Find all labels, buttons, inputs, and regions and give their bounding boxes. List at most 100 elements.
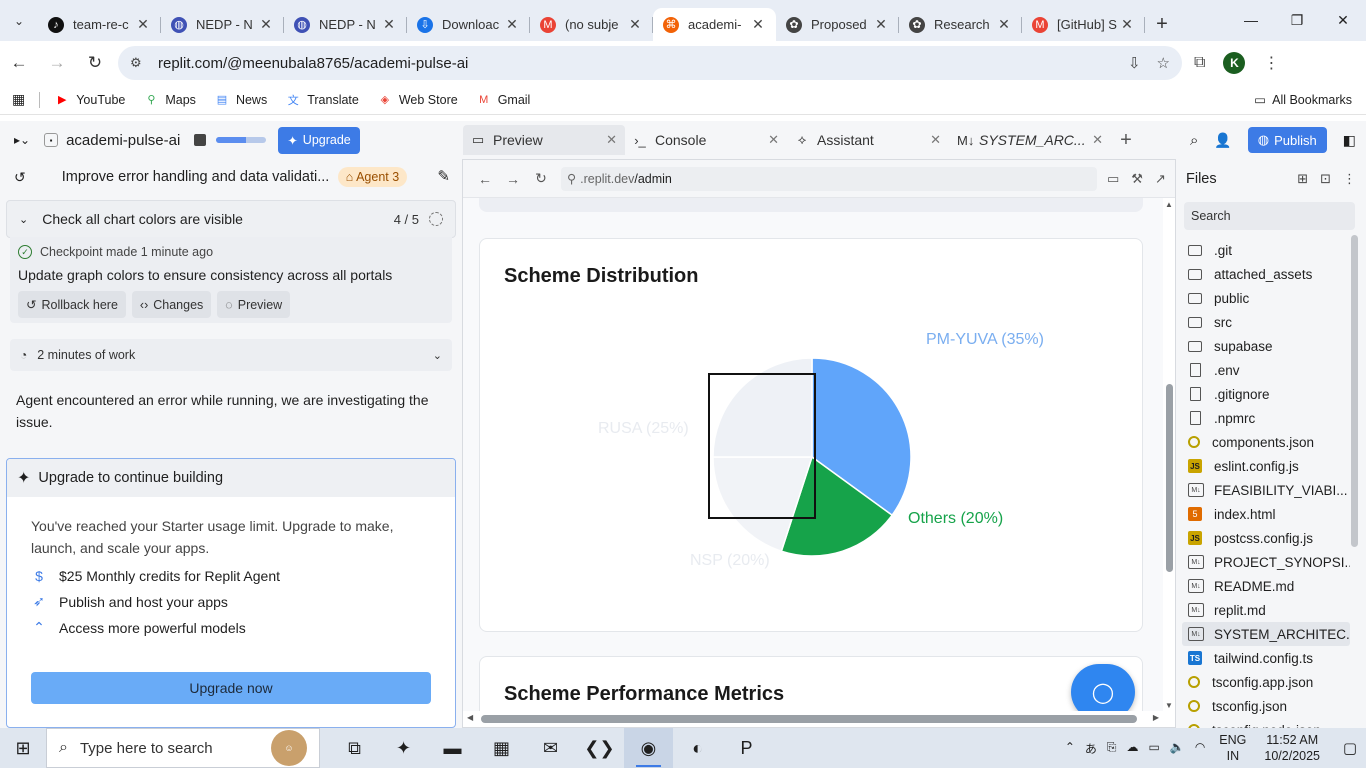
edge-icon[interactable]: ◐ (673, 728, 722, 768)
tab-preview[interactable]: ▭ Preview ✕ (463, 125, 625, 155)
close-tab-icon[interactable]: ✕ (137, 16, 149, 32)
chevron-up-icon[interactable]: ⌃ (1064, 739, 1075, 754)
browser-tab[interactable]: ♪ team-re-c ✕ (38, 8, 161, 41)
changes-button[interactable]: ‹› Changes (131, 291, 212, 318)
browser-menu-icon[interactable]: ⋮ (1263, 55, 1280, 72)
close-tab-icon[interactable]: ✕ (506, 16, 518, 32)
browser-tab[interactable]: ⇩ Downloac ✕ (407, 8, 530, 41)
bookmark-web-store[interactable]: ◈ Web Store (377, 93, 458, 107)
history-icon[interactable]: ↺ (14, 168, 26, 185)
vertical-scroll-thumb[interactable] (1166, 384, 1173, 572)
pie-slice[interactable] (811, 357, 912, 517)
files-menu-icon[interactable]: ⋮ (1343, 171, 1356, 186)
tab-assistant[interactable]: ⟡ Assistant ✕ (787, 125, 949, 155)
battery-icon[interactable]: ▭ (1148, 739, 1160, 754)
file-tree-item[interactable]: M↓ README.md (1182, 574, 1350, 598)
task-view-icon[interactable]: ⧉ (330, 728, 379, 768)
browser-tab[interactable]: ⌘ academi- ✕ (653, 8, 776, 41)
devtools-wrench-icon[interactable]: ⚒ (1131, 170, 1143, 186)
horizontal-scroll-thumb[interactable] (481, 715, 1137, 723)
file-tree-item[interactable]: public (1182, 286, 1350, 310)
file-tree-item[interactable]: JS postcss.config.js (1182, 526, 1350, 550)
close-tab-icon[interactable]: ✕ (1121, 16, 1133, 32)
network-drive-icon[interactable]: ⎘ (1106, 739, 1117, 754)
install-app-icon[interactable]: ⇩ (1127, 55, 1141, 72)
language-indicator[interactable]: ENG IN (1219, 733, 1247, 763)
close-tab-icon[interactable]: ✕ (1092, 132, 1103, 147)
browser-tab[interactable]: M (no subje ✕ (530, 8, 653, 41)
bookmark-youtube[interactable]: ▶ YouTube (54, 93, 125, 107)
reload-button[interactable]: ↻ (87, 53, 103, 72)
work-summary-row[interactable]: ◔ 2 minutes of work ⌄ (10, 339, 452, 371)
agent-version-badge[interactable]: ⌂ Agent 3 (337, 167, 408, 187)
powerpoint-icon[interactable]: P (722, 728, 771, 768)
close-tab-icon[interactable]: ✕ (383, 16, 395, 32)
close-tab-icon[interactable]: ✕ (260, 16, 272, 32)
new-file-icon[interactable]: ⊞ (1297, 171, 1309, 186)
file-tree-item[interactable]: .env (1182, 358, 1350, 382)
bookmark-gmail[interactable]: M Gmail (476, 93, 530, 107)
publish-button[interactable]: ◍ Publish (1247, 127, 1327, 153)
restore-icon[interactable]: ❐ (1290, 11, 1304, 28)
preview-checkpoint-button[interactable]: ◌ Preview (217, 291, 291, 318)
files-search-input[interactable] (1184, 202, 1355, 230)
tab-search-chevron-icon[interactable]: ⌄ (13, 13, 25, 28)
bookmark-translate[interactable]: 文 Translate (285, 93, 359, 107)
pie-slice[interactable] (780, 455, 894, 557)
new-folder-icon[interactable]: ⊡ (1320, 171, 1331, 186)
onedrive-icon[interactable]: ☁ (1126, 739, 1139, 754)
bookmark-maps[interactable]: ⚲ Maps (143, 93, 196, 107)
close-tab-icon[interactable]: ✕ (752, 16, 764, 32)
clock[interactable]: 11:52 AM 10/2/2025 (1264, 733, 1320, 763)
new-tab-button[interactable]: + (1156, 13, 1168, 35)
preview-back-icon[interactable]: ← (478, 170, 492, 187)
volume-icon[interactable]: 🔈 (1169, 739, 1185, 754)
file-tree-item[interactable]: .git (1182, 238, 1350, 262)
file-explorer-icon[interactable]: ▬ (428, 728, 477, 768)
windows-start-icon[interactable]: ⊞ (15, 737, 31, 758)
rollback-button[interactable]: ↺ Rollback here (18, 291, 126, 318)
close-tab-icon[interactable]: ✕ (768, 132, 779, 147)
minimize-icon[interactable]: — (1244, 12, 1258, 28)
browser-tab[interactable]: M [GitHub] S ✕ (1022, 8, 1145, 41)
pie-slice[interactable] (712, 357, 813, 458)
task-progress-card[interactable]: ⌄ Check all chart colors are visible 4 /… (6, 200, 456, 238)
preview-url-bar[interactable]: ⚲ .replit.dev/admin (561, 166, 1097, 191)
add-tab-icon[interactable]: + (1120, 128, 1132, 151)
close-tab-icon[interactable]: ✕ (875, 16, 887, 32)
taskbar-search[interactable]: ⌕ Type here to search ☺ (46, 728, 320, 768)
bookmark-news[interactable]: ▤ News (214, 93, 267, 107)
files-scrollbar[interactable] (1351, 235, 1358, 547)
input-indicator-icon[interactable]: あ (1084, 741, 1097, 756)
file-tree-item[interactable]: 5 index.html (1182, 502, 1350, 526)
file-tree-item[interactable]: .gitignore (1182, 382, 1350, 406)
file-tree-item[interactable]: src (1182, 310, 1350, 334)
search-highlight-icon[interactable]: ☺ (271, 730, 307, 766)
file-tree-item[interactable]: components.json (1182, 430, 1350, 454)
close-window-icon[interactable]: ✕ (1337, 11, 1349, 28)
browser-tab[interactable]: ✿ Proposed ✕ (776, 8, 899, 41)
file-tree-item[interactable]: JS eslint.config.js (1182, 454, 1350, 478)
vscode-icon[interactable]: ❮❯ (575, 728, 624, 768)
close-tab-icon[interactable]: ✕ (606, 132, 617, 147)
profile-avatar[interactable]: K (1223, 52, 1246, 74)
file-tree-item[interactable]: TS tailwind.config.ts (1182, 646, 1350, 670)
devices-icon[interactable]: ▭ (1107, 170, 1120, 186)
file-tree-item[interactable]: M↓ PROJECT_SYNOPSI... (1182, 550, 1350, 574)
scroll-left-icon[interactable]: ◀ (467, 713, 474, 722)
browser-tab[interactable]: ✿ Research ✕ (899, 8, 1022, 41)
site-info-icon[interactable]: ⚙ (130, 55, 142, 70)
all-bookmarks-button[interactable]: ▭ All Bookmarks (1254, 92, 1352, 108)
workspace-menu-icon[interactable]: ▸⌄ (14, 133, 31, 147)
close-tab-icon[interactable]: ✕ (998, 16, 1010, 32)
outlook-icon[interactable]: ✉ (526, 728, 575, 768)
pie-slice[interactable] (712, 456, 814, 553)
open-new-tab-icon[interactable]: ↗ (1154, 170, 1166, 186)
file-tree-item[interactable]: tsconfig.app.json (1182, 670, 1350, 694)
tab-systemarc[interactable]: M↓ SYSTEM_ARC... ✕ (949, 125, 1111, 155)
thread-title[interactable]: Improve error handling and data validati… (61, 169, 328, 185)
browser-tab[interactable]: ◍ NEDP - N ✕ (284, 8, 407, 41)
back-button[interactable]: ← (10, 53, 28, 72)
toggle-sidebar-icon[interactable]: ◧ (1342, 131, 1356, 148)
chat-bubble-button[interactable]: ◯ (1071, 664, 1135, 712)
